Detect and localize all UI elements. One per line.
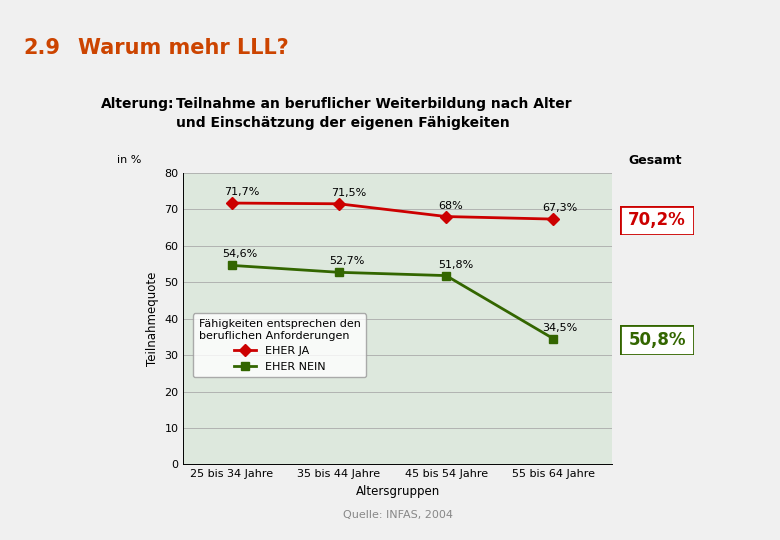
Text: 52,7%: 52,7% bbox=[329, 256, 364, 266]
Text: 34,5%: 34,5% bbox=[543, 322, 578, 333]
FancyBboxPatch shape bbox=[620, 206, 694, 235]
Text: 54,6%: 54,6% bbox=[222, 249, 257, 259]
Text: Teilnahme an beruflicher Weiterbildung nach Alter
und Einschätzung der eigenen F: Teilnahme an beruflicher Weiterbildung n… bbox=[176, 97, 571, 130]
Text: Alterung:: Alterung: bbox=[101, 97, 175, 111]
Text: in %: in % bbox=[117, 154, 141, 165]
Text: 2.9: 2.9 bbox=[23, 38, 60, 58]
Text: Warum mehr LLL?: Warum mehr LLL? bbox=[78, 38, 289, 58]
Text: 70,2%: 70,2% bbox=[628, 212, 686, 230]
Text: 71,7%: 71,7% bbox=[224, 187, 260, 197]
Text: 68%: 68% bbox=[438, 200, 463, 211]
Text: 67,3%: 67,3% bbox=[543, 203, 578, 213]
Text: Gesamt: Gesamt bbox=[628, 154, 682, 167]
Legend: EHER JA, EHER NEIN: EHER JA, EHER NEIN bbox=[193, 313, 366, 377]
Text: 71,5%: 71,5% bbox=[332, 188, 367, 198]
Y-axis label: Teilnahmequote: Teilnahmequote bbox=[146, 272, 159, 366]
FancyBboxPatch shape bbox=[620, 325, 694, 355]
Text: Quelle: INFAS, 2004: Quelle: INFAS, 2004 bbox=[342, 510, 453, 521]
X-axis label: Altersgruppen: Altersgruppen bbox=[356, 485, 440, 498]
Text: 50,8%: 50,8% bbox=[629, 331, 686, 349]
Text: 51,8%: 51,8% bbox=[438, 260, 473, 269]
